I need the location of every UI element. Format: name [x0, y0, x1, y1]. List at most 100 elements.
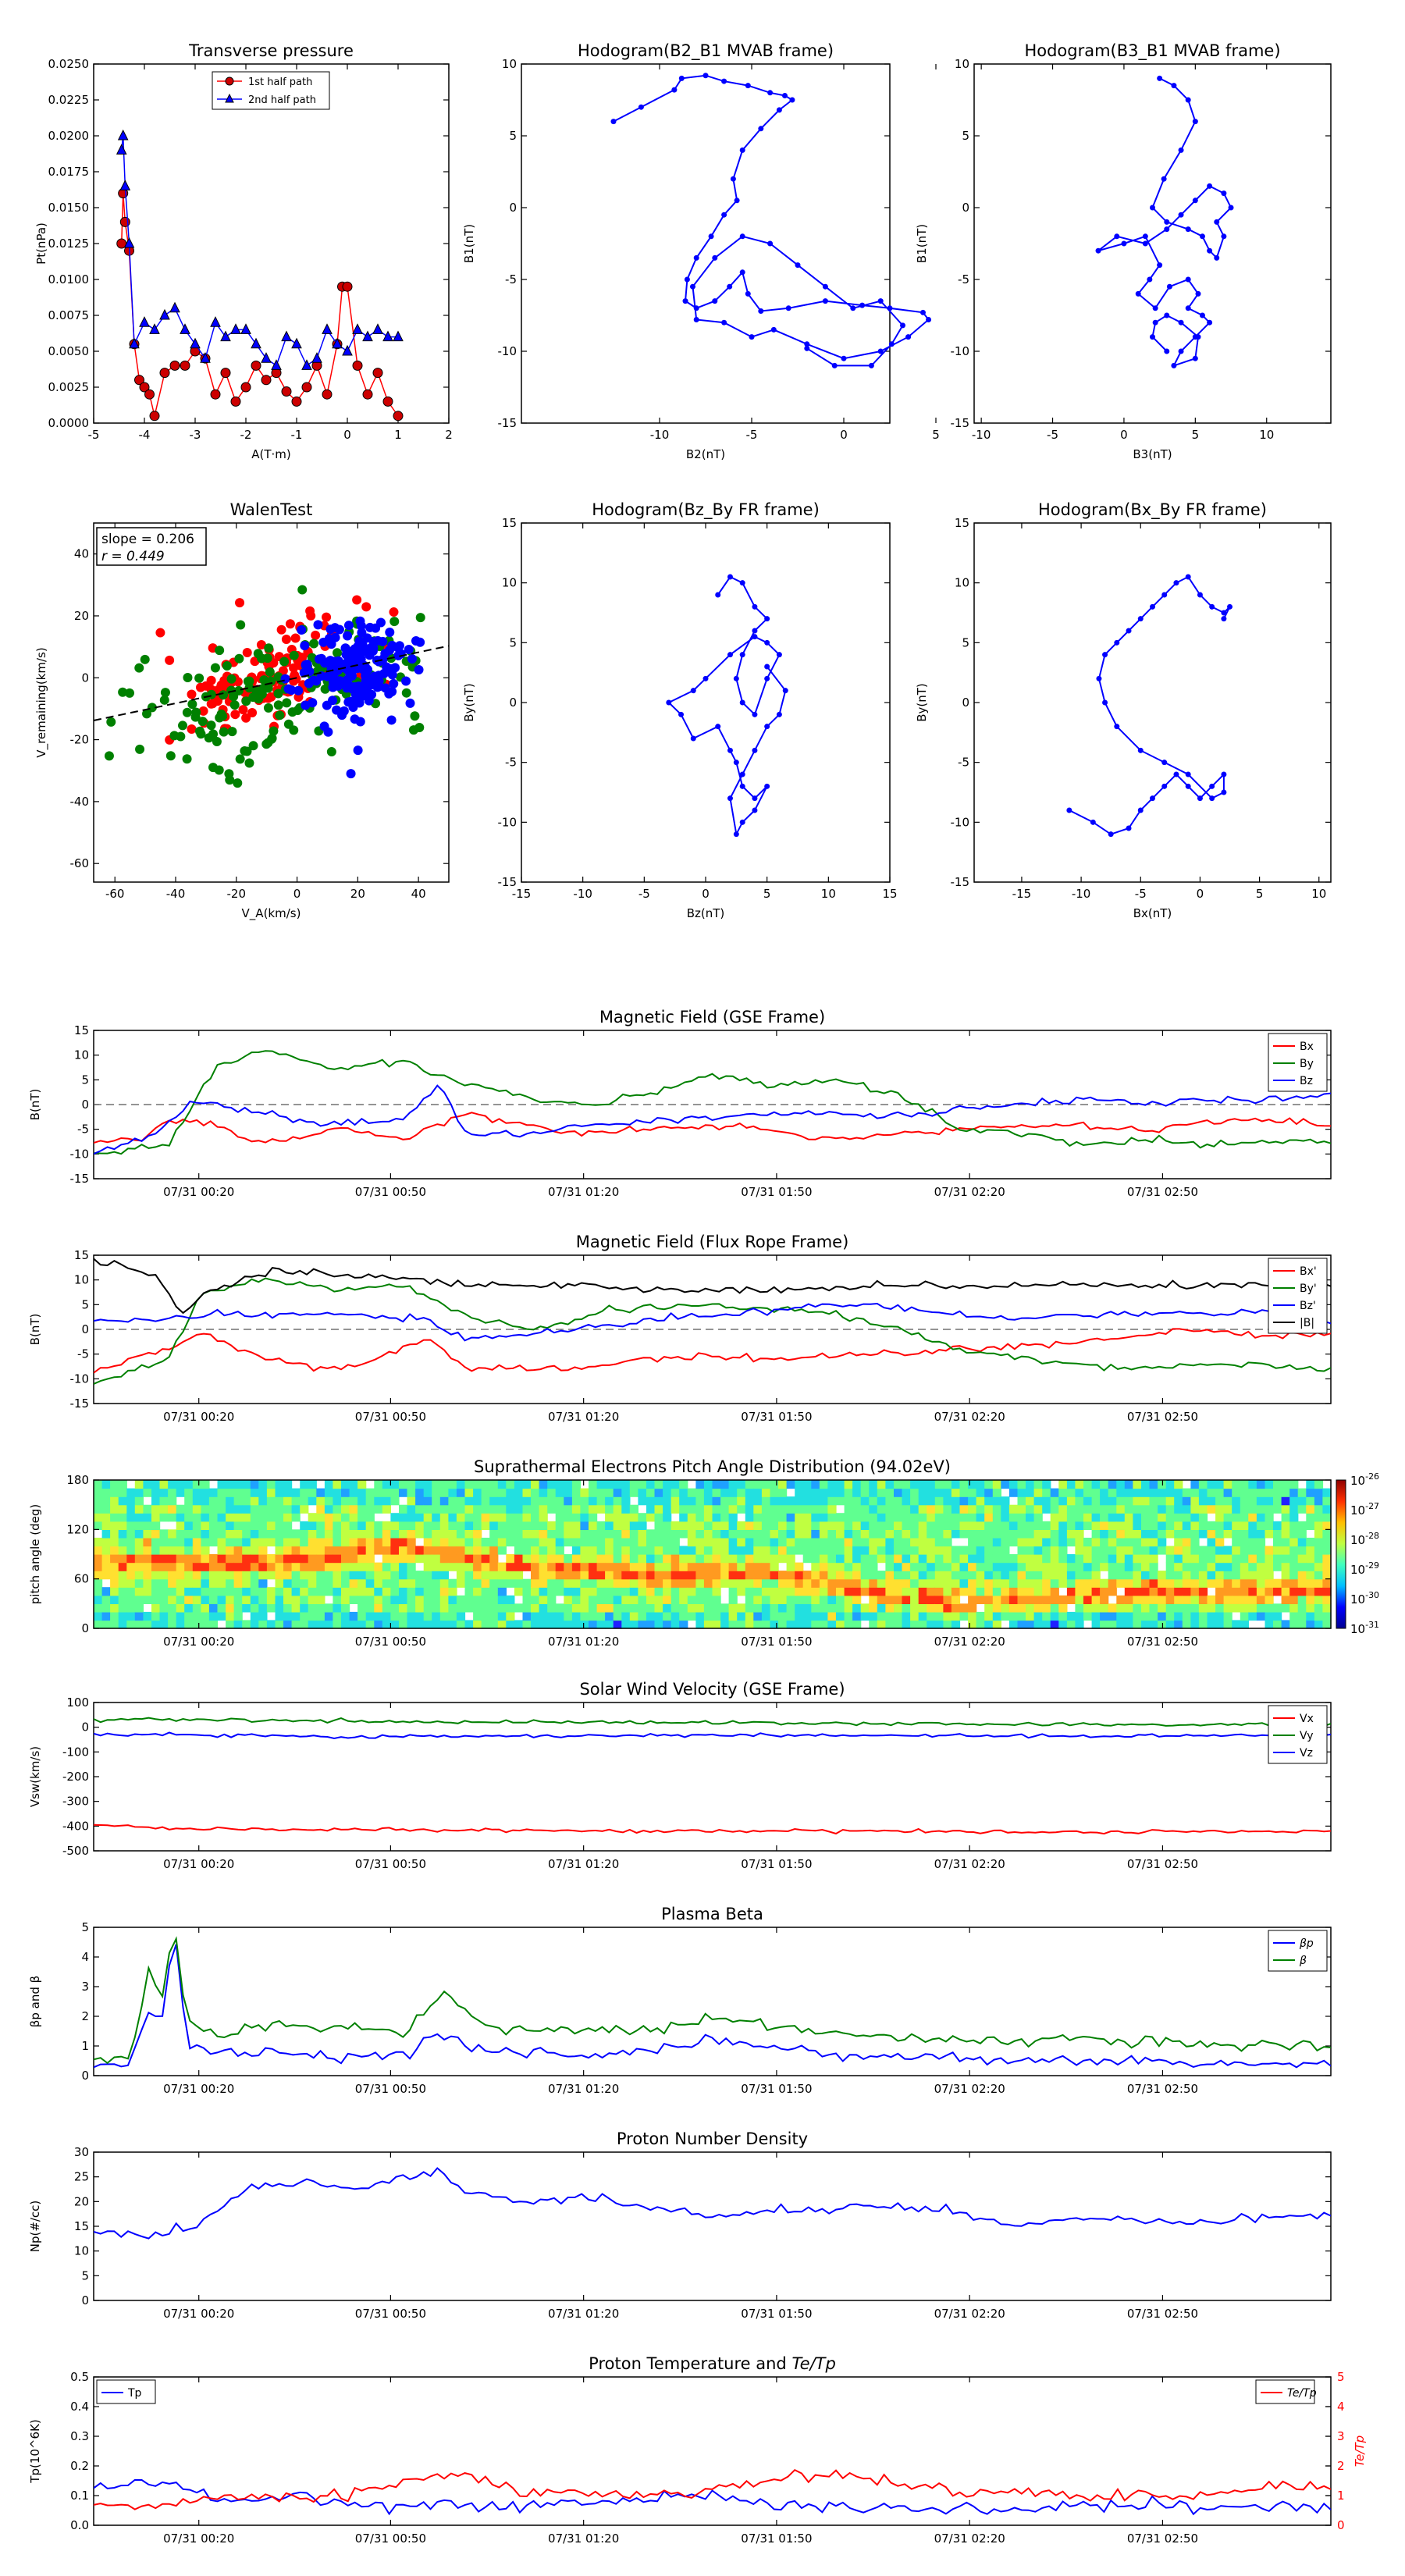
y-tick-label: 0.0075 — [48, 308, 90, 322]
heatmap-cell — [934, 1595, 944, 1604]
heatmap-cell — [226, 1546, 235, 1555]
heatmap-cell — [745, 1521, 754, 1530]
heatmap-cell — [539, 1513, 548, 1522]
heatmap-cell — [94, 1496, 103, 1506]
heatmap-cell — [1256, 1554, 1266, 1564]
heatmap-cell — [522, 1521, 532, 1530]
heatmap-cell — [663, 1611, 672, 1621]
heatmap-cell — [580, 1504, 589, 1514]
data-point — [1090, 819, 1096, 825]
data-point — [733, 760, 739, 766]
y-tick-label: 0.0150 — [48, 201, 90, 215]
heatmap-cell — [1008, 1529, 1019, 1539]
heatmap-cell — [992, 1578, 1001, 1588]
x-tick-label: 1 — [394, 428, 402, 442]
heatmap-cell — [811, 1521, 820, 1530]
heatmap-cell — [481, 1480, 490, 1489]
heatmap-cell — [308, 1529, 317, 1539]
heatmap-cell — [1008, 1578, 1019, 1588]
data-point — [745, 290, 751, 297]
chart-title: Hodogram(B3_B1 MVAB frame) — [1024, 41, 1280, 61]
chart-hodogram-bx-by: Hodogram(Bx_By FR frame)Bx(nT)By(nT)-15-… — [915, 500, 1332, 920]
heatmap-cell — [943, 1504, 952, 1514]
heatmap-cell — [324, 1571, 334, 1580]
heatmap-cell — [291, 1496, 301, 1506]
data-point — [352, 360, 363, 371]
heatmap-cell — [547, 1554, 557, 1564]
heatmap-cell — [852, 1488, 862, 1497]
heatmap-cell — [432, 1571, 441, 1580]
heatmap-cell — [629, 1595, 638, 1604]
data-point — [309, 639, 319, 649]
heatmap-cell — [654, 1546, 663, 1555]
heatmap-cell — [720, 1521, 730, 1530]
heatmap-cell — [860, 1504, 870, 1514]
heatmap-cell — [1108, 1488, 1117, 1497]
heatmap-cell — [646, 1537, 656, 1547]
x-axis-label: V_A(km/s) — [242, 906, 301, 921]
heatmap-cell — [927, 1554, 936, 1564]
heatmap-cell — [1223, 1603, 1232, 1613]
heatmap-cell — [737, 1480, 746, 1489]
heatmap-cell — [770, 1521, 779, 1530]
heatmap-cell — [679, 1513, 688, 1522]
heatmap-cell — [143, 1521, 152, 1530]
data-point — [230, 396, 241, 407]
data-point — [733, 675, 739, 681]
heatmap-cell — [894, 1521, 903, 1530]
heatmap-cell — [770, 1611, 779, 1621]
heatmap-cell — [390, 1554, 400, 1564]
data-point — [125, 688, 135, 698]
heatmap-cell — [1198, 1521, 1208, 1530]
data-point — [241, 713, 251, 723]
heatmap-cell — [101, 1513, 111, 1522]
heatmap-cell — [1050, 1578, 1059, 1588]
heatmap-cell — [943, 1620, 952, 1629]
heatmap-cell — [927, 1611, 936, 1621]
heatmap-cell — [1158, 1546, 1167, 1555]
heatmap-cell — [1240, 1620, 1249, 1629]
data-point — [764, 783, 770, 789]
data-point — [702, 73, 709, 79]
heatmap-cell — [506, 1554, 515, 1564]
heatmap-cell — [439, 1587, 449, 1596]
data-point — [72, 846, 81, 856]
heatmap-cell — [770, 1529, 779, 1539]
heatmap-cell — [720, 1504, 730, 1514]
heatmap-cell — [1207, 1496, 1216, 1506]
heatmap-cell — [423, 1504, 432, 1514]
legend-label: Bx — [1300, 1041, 1314, 1053]
heatmap-cell — [786, 1513, 795, 1522]
heatmap-cell — [918, 1480, 927, 1489]
y-tick-label: -5 — [958, 272, 969, 286]
heatmap-cell — [126, 1537, 136, 1547]
heatmap-cell — [819, 1611, 829, 1621]
heatmap-cell — [695, 1578, 705, 1588]
heatmap-cell — [1289, 1496, 1299, 1506]
heatmap-cell — [605, 1571, 614, 1580]
heatmap-cell — [134, 1521, 144, 1530]
heatmap-cell — [703, 1620, 713, 1629]
heatmap-cell — [184, 1480, 194, 1489]
heatmap-cell — [481, 1546, 490, 1555]
heatmap-cell — [770, 1488, 779, 1497]
heatmap-cell — [250, 1562, 259, 1571]
heatmap-cell — [1207, 1529, 1216, 1539]
heatmap-cell — [745, 1595, 754, 1604]
data-point — [1137, 807, 1144, 813]
data-point — [354, 656, 365, 666]
heatmap-cell — [1149, 1611, 1158, 1621]
heatmap-cell — [134, 1529, 144, 1539]
heatmap-cell — [349, 1537, 358, 1547]
hodogram-path — [667, 575, 787, 837]
heatmap-cell — [448, 1513, 457, 1522]
heatmap-cell — [613, 1562, 622, 1571]
heatmap-cell — [894, 1620, 903, 1629]
heatmap-cell — [720, 1488, 730, 1497]
heatmap-cell — [399, 1529, 408, 1539]
data-point — [123, 237, 135, 248]
heatmap-cell — [1141, 1578, 1151, 1588]
data-point — [1137, 747, 1144, 753]
heatmap-cell — [233, 1587, 243, 1596]
y-tick-label: -15 — [951, 875, 970, 889]
